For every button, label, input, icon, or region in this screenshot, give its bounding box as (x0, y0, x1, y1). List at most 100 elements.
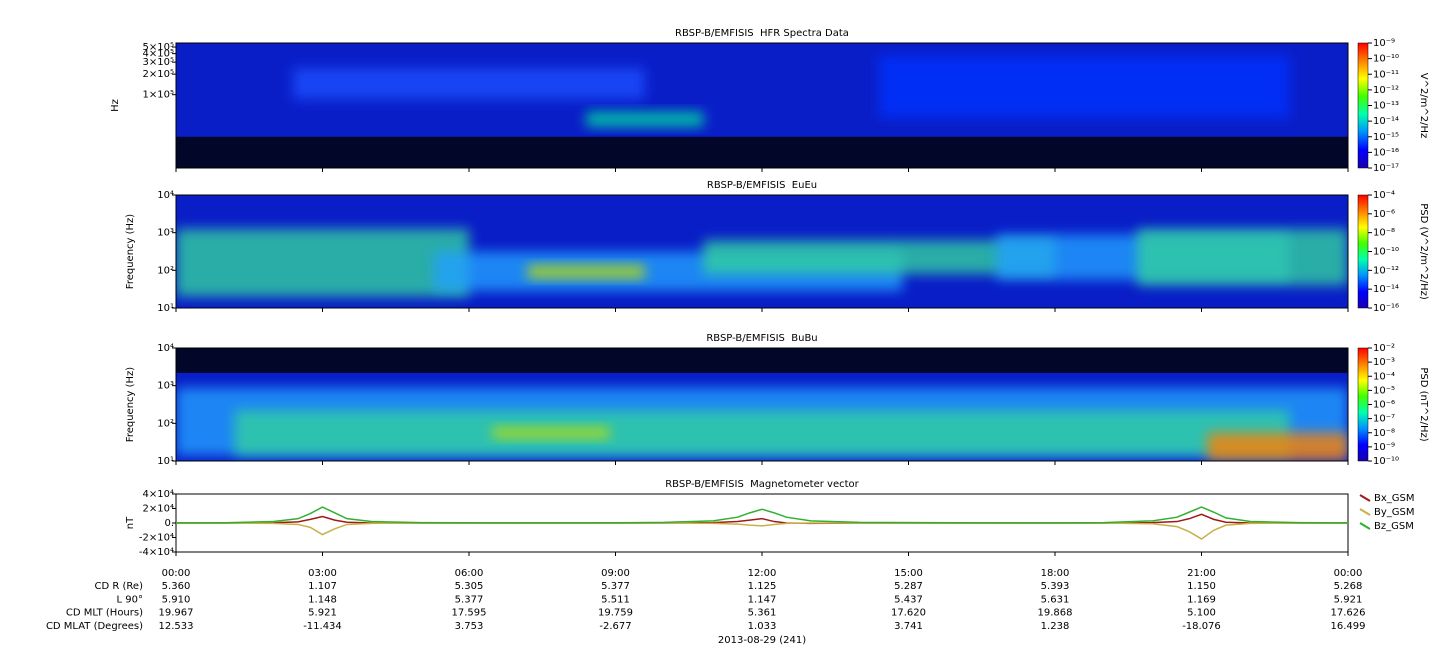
colorbar-tick-label: 10⁻¹¹ (1373, 69, 1399, 80)
data-line (176, 522, 1348, 540)
legend-label: Bz_GSM (1374, 521, 1414, 532)
ephemeris-value: 17.595 (452, 608, 487, 619)
ephemeris-value: 17.626 (1331, 608, 1366, 619)
colorbar-tick-label: 10⁻⁴ (1373, 190, 1395, 201)
y-tick-label: 2×10⁴ (143, 504, 174, 515)
ephemeris-value: 1.150 (1187, 581, 1216, 592)
x-tick-label: 12:00 (748, 568, 777, 579)
legend-swatch (1359, 522, 1371, 530)
colorbar-label: PSD (V^2/m^2/Hz) (1418, 203, 1429, 300)
colorbar-tick-label: 10⁻⁴ (1373, 371, 1395, 382)
x-tick-label: 03:00 (308, 568, 337, 579)
y-tick-label: 10² (157, 418, 174, 429)
y-tick-label: 10⁴ (157, 343, 174, 354)
ephemeris-value: 5.910 (162, 594, 191, 605)
legend-swatch (1359, 494, 1371, 502)
colorbar-tick-label: 10⁻⁵ (1373, 385, 1395, 396)
y-tick-label: 2×10⁵ (143, 69, 174, 80)
ephemeris-value: 17.620 (891, 608, 926, 619)
spectrogram-texture (492, 427, 610, 439)
ephemeris-value: 3.741 (894, 621, 923, 632)
ephemeris-value: 1.125 (748, 581, 777, 592)
y-tick-label: -2×10⁴ (139, 533, 174, 544)
panel-title: RBSP-B/EMFISIS HFR Spectra Data (675, 28, 849, 39)
colorbar-tick-label: 10⁻¹⁰ (1373, 54, 1399, 65)
ephemeris-value: 5.393 (1041, 581, 1070, 592)
y-axis-label: Frequency (Hz) (125, 214, 136, 290)
spectrogram-texture (1207, 432, 1348, 461)
colorbar-tick-label: 10⁻¹⁰ (1373, 456, 1399, 467)
colorbar-tick-label: 10⁻¹³ (1373, 101, 1399, 112)
spectrogram-texture (586, 111, 704, 127)
panel-title: RBSP-B/EMFISIS Magnetometer vector (665, 479, 859, 490)
ephemeris-value: 16.499 (1331, 621, 1366, 632)
ephemeris-value: 1.107 (308, 581, 337, 592)
ephemeris-value: 3.753 (455, 621, 484, 632)
panel-title: RBSP-B/EMFISIS BuBu (706, 333, 817, 344)
ephemeris-value: 5.921 (308, 608, 337, 619)
x-tick-label: 15:00 (894, 568, 923, 579)
colorbar-tick-label: 10⁻¹² (1373, 85, 1399, 96)
y-axis-label: nT (125, 516, 136, 529)
y-tick-label: 4×10⁵ (143, 49, 174, 60)
colorbar-label: PSD (nT^2/Hz) (1418, 367, 1429, 441)
legend-label: By_GSM (1374, 507, 1415, 518)
colorbar-tick-label: 10⁻¹⁴ (1373, 116, 1399, 127)
ephemeris-value: 1.147 (748, 594, 777, 605)
colorbar-tick-label: 10⁻⁶ (1373, 209, 1395, 220)
y-tick-label: 1×10⁵ (143, 90, 174, 101)
data-line (175, 506, 1349, 524)
spectrogram-texture (176, 348, 1348, 373)
colorbar-tick-label: 10⁻¹⁷ (1373, 163, 1399, 174)
ephemeris-value: 1.033 (748, 621, 777, 632)
spectrogram-texture (293, 68, 645, 100)
ephemeris-label: CD R (Re) (95, 581, 144, 592)
colorbar-tick-label: 10⁻⁸ (1373, 228, 1395, 239)
y-tick-label: 10³ (157, 228, 174, 239)
x-tick-label: 09:00 (601, 568, 630, 579)
ephemeris-value: 5.360 (162, 581, 191, 592)
spectrogram (176, 43, 1348, 168)
ephemeris-value: -18.076 (1182, 621, 1221, 632)
colorbar (1357, 42, 1369, 169)
legend-swatch (1359, 508, 1371, 516)
ephemeris-value: 5.305 (455, 581, 484, 592)
colorbar-tick-label: 10⁻¹⁵ (1373, 132, 1399, 143)
ephemeris-value: 1.148 (308, 594, 337, 605)
y-tick-label: 3×10⁵ (143, 57, 174, 68)
x-tick-label: 21:00 (1187, 568, 1216, 579)
ephemeris-value: 19.759 (598, 608, 633, 619)
spectrogram (176, 348, 1348, 461)
y-axis-label: Frequency (Hz) (125, 367, 136, 443)
spectrogram-texture (1137, 228, 1348, 286)
ephemeris-value: 5.100 (1187, 608, 1216, 619)
spectrogram (176, 195, 1348, 308)
ephemeris-value: 5.631 (1041, 594, 1070, 605)
y-tick-label: 5×10⁵ (143, 42, 174, 53)
y-tick-label: -4×10⁴ (139, 547, 174, 558)
x-tick-label: 06:00 (455, 568, 484, 579)
ephemeris-value: -2.677 (599, 621, 631, 632)
ephemeris-label: CD MLAT (Degrees) (46, 621, 143, 632)
colorbar-tick-label: 10⁻¹⁰ (1373, 247, 1399, 258)
y-tick-label: 10¹ (157, 303, 174, 314)
ephemeris-value: 5.361 (748, 608, 777, 619)
x-tick-label: 18:00 (1041, 568, 1070, 579)
ephemeris-value: 5.437 (894, 594, 923, 605)
ephemeris-value: 12.533 (159, 621, 194, 632)
spectrogram-texture (176, 228, 469, 297)
spectrogram-texture (234, 410, 1290, 456)
spectrogram-texture (879, 55, 1290, 118)
ephemeris-value: -11.434 (303, 621, 342, 632)
date-label: 2013-08-29 (241) (718, 635, 806, 646)
data-line (176, 513, 1348, 525)
ephemeris-value: 5.377 (455, 594, 484, 605)
y-tick-label: 10¹ (157, 456, 174, 467)
colorbar-tick-label: 10⁻³ (1373, 357, 1395, 368)
y-tick-label: 10³ (157, 381, 174, 392)
colorbar-tick-label: 10⁻⁷ (1373, 414, 1395, 425)
colorbar-tick-label: 10⁻¹⁶ (1373, 303, 1399, 314)
ephemeris-value: 19.967 (159, 608, 194, 619)
ephemeris-value: 19.868 (1038, 608, 1073, 619)
